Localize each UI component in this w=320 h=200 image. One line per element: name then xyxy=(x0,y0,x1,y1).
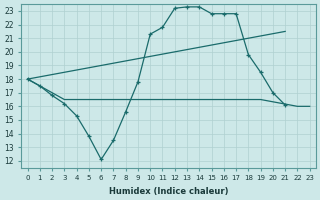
X-axis label: Humidex (Indice chaleur): Humidex (Indice chaleur) xyxy=(109,187,228,196)
